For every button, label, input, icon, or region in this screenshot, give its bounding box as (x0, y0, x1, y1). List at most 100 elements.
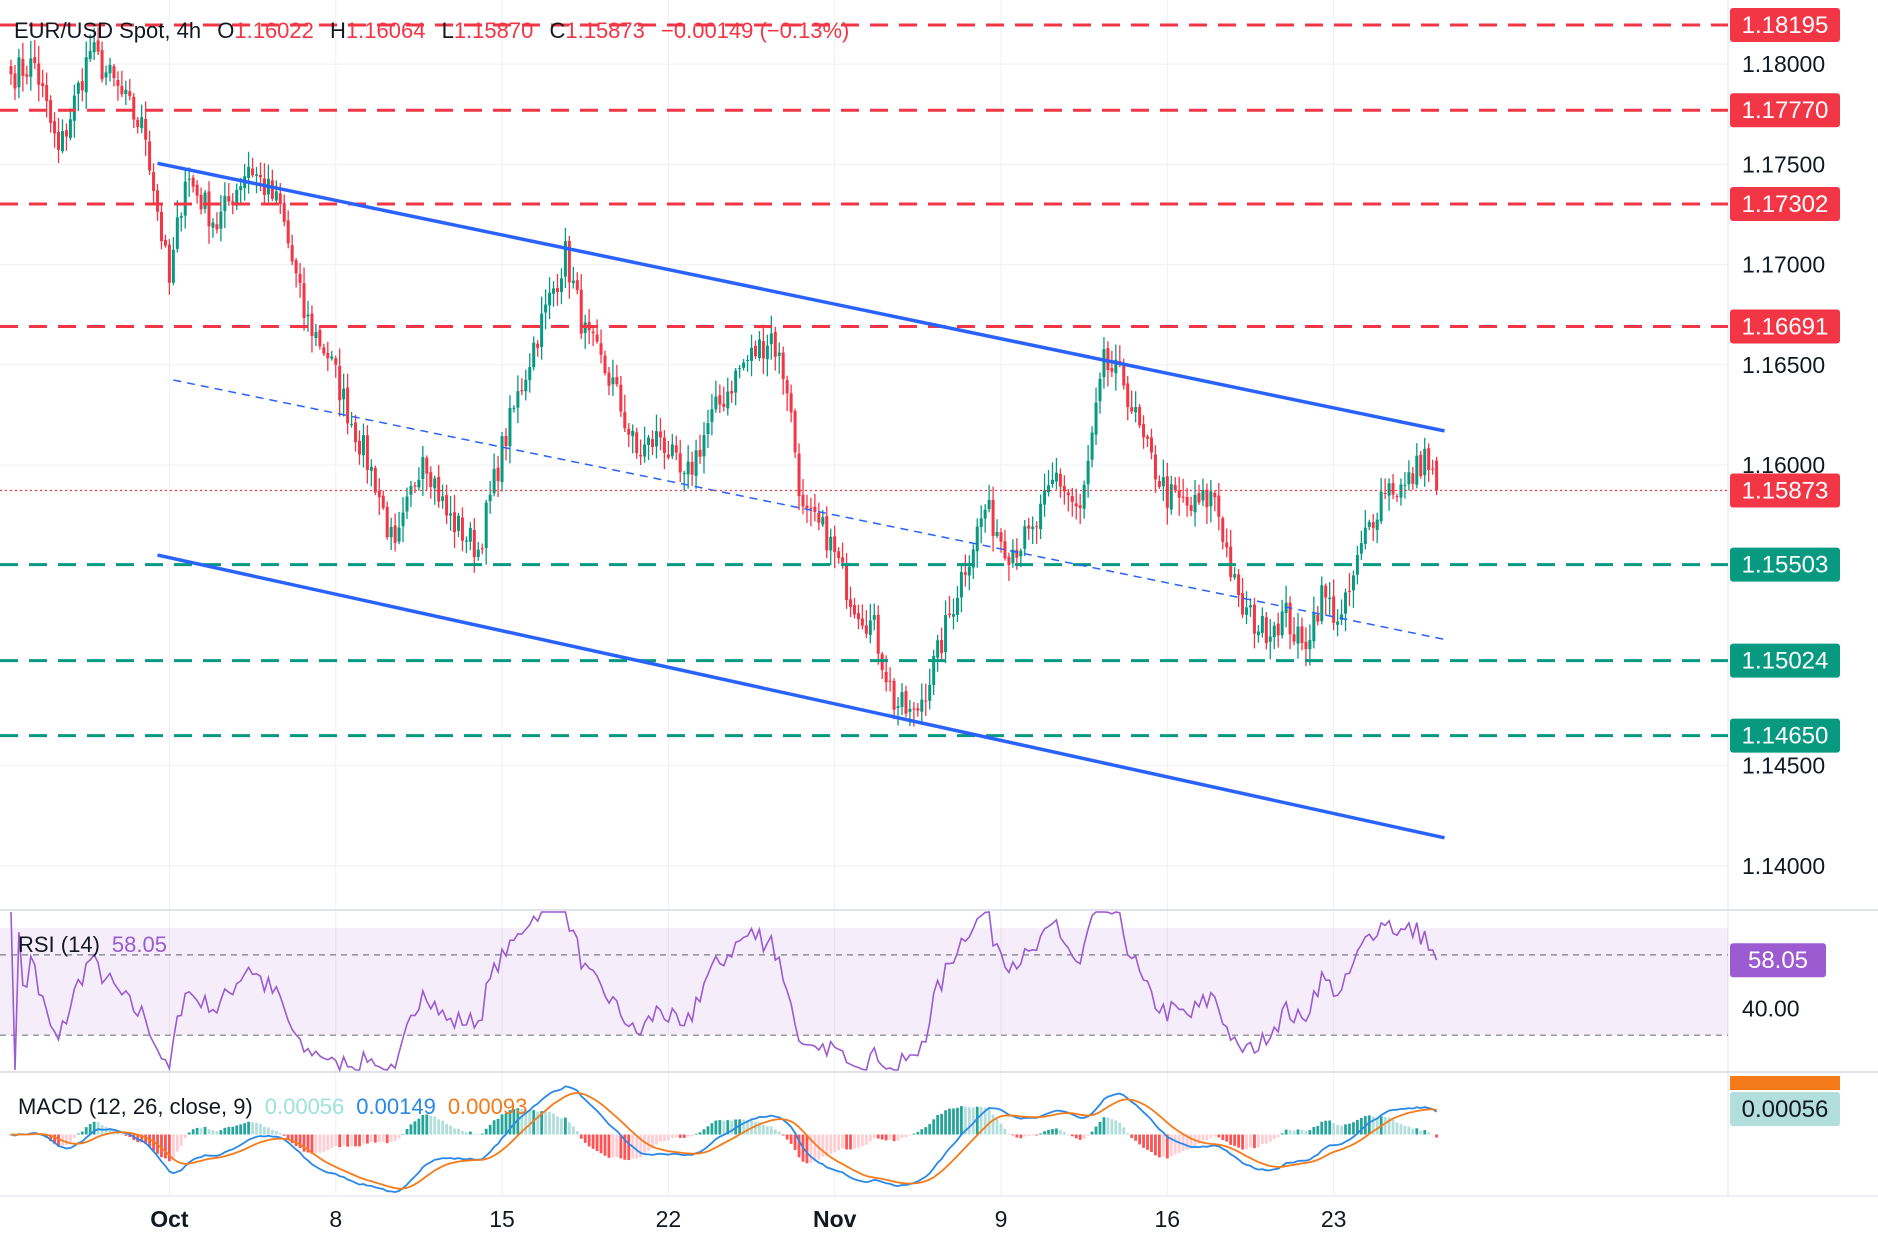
candle-body (460, 517, 464, 541)
macd-hist-bar (92, 1121, 96, 1135)
candle-body (1102, 349, 1106, 378)
candle-body (1165, 476, 1169, 508)
candle-body (1233, 574, 1237, 578)
candle-body (1229, 546, 1233, 578)
macd-hist-bar (825, 1134, 829, 1157)
macd-hist-bar (243, 1123, 247, 1135)
macd-hist-bar (1062, 1131, 1066, 1135)
macd-hist-bar (571, 1126, 575, 1135)
candle-body (37, 63, 41, 85)
candle-body (896, 706, 900, 708)
macd-hist-bar (1011, 1134, 1015, 1136)
macd-hist-bar (1090, 1131, 1094, 1135)
macd-hist-bar (1344, 1124, 1347, 1135)
candle-body (900, 692, 904, 707)
candle-body (619, 384, 623, 412)
interval[interactable]: 4h (176, 18, 202, 43)
candle-body (1347, 590, 1351, 592)
candle-body (690, 461, 694, 475)
candle-body (1149, 437, 1153, 453)
macd-hist-bar (366, 1134, 369, 1144)
candle-body (718, 395, 722, 405)
macd-hist-bar (1138, 1134, 1141, 1145)
macd-hist-bar (449, 1125, 452, 1135)
macd-hist-bar (1185, 1134, 1189, 1150)
macd-hist-bar (175, 1134, 179, 1152)
macd-hist-bar (1336, 1124, 1339, 1135)
macd-hist-bar (465, 1132, 468, 1135)
candle-body (852, 605, 856, 615)
macd-hist-bar (1122, 1127, 1126, 1135)
macd-hist-bar (65, 1134, 68, 1146)
candle-body (191, 177, 195, 187)
macd-hist-bar (1059, 1129, 1062, 1135)
candle-body (175, 217, 179, 249)
candle-body (381, 495, 385, 508)
candle-body (207, 191, 211, 227)
macd-hist-bar (108, 1127, 112, 1135)
candle-body (60, 131, 64, 152)
candle-body (536, 343, 540, 348)
candle-body (112, 66, 116, 79)
candle-body (25, 74, 29, 77)
candle-body (13, 73, 17, 89)
macd-hist-bar (1276, 1134, 1280, 1138)
candle-body (639, 454, 643, 457)
candle-body (183, 181, 187, 216)
candle-body (1411, 473, 1415, 484)
macd-hist-bar (76, 1133, 80, 1135)
rsi-value-label: 58.05 (1748, 947, 1808, 974)
candle-body (916, 708, 920, 711)
macd-hist-bar (1169, 1134, 1173, 1157)
time-tick-label: 15 (489, 1206, 515, 1232)
candle-body (940, 639, 944, 654)
symbol-name[interactable]: EUR/USD Spot (14, 18, 165, 43)
macd-hist-bar (516, 1108, 520, 1135)
macd-hist-bar (742, 1119, 745, 1135)
macd-hist-bar (168, 1134, 171, 1162)
macd-hist-bar (643, 1134, 646, 1155)
macd-hist-bar (960, 1106, 963, 1135)
candle-body (239, 186, 243, 190)
macd-hist-bar (1328, 1120, 1332, 1135)
macd-hist-bar (956, 1107, 959, 1135)
candle-body (805, 505, 809, 509)
candle-body (401, 512, 405, 527)
macd-hist-bar (140, 1134, 144, 1143)
rsi-legend[interactable]: RSI (14) 58.05 (18, 932, 167, 958)
candle-body (1023, 526, 1027, 549)
candle-body (1126, 383, 1130, 408)
macd-hist-bar (528, 1110, 532, 1135)
macd-hist-bar (397, 1134, 401, 1139)
candle-body (904, 691, 908, 714)
candle-body (468, 528, 472, 542)
candle-body (413, 485, 417, 487)
candle-body (1142, 424, 1146, 438)
macd-hist-bar (136, 1134, 140, 1143)
candle-body (29, 58, 33, 77)
macd-hist-bar (346, 1134, 349, 1147)
candle-body (1098, 378, 1102, 402)
candle-body (658, 431, 662, 438)
macd-hist-bar (437, 1119, 441, 1135)
macd-hist-bar (1415, 1128, 1419, 1135)
macd-hist-bar (769, 1126, 773, 1135)
candle-body (80, 81, 84, 91)
candle-body (1197, 493, 1201, 503)
candle-body (1391, 483, 1395, 495)
macd-hist-bar (611, 1134, 615, 1158)
macd-hist-bar (1047, 1129, 1050, 1135)
macd-hist-bar (932, 1119, 936, 1135)
candle-body (1157, 480, 1161, 487)
macd-hist-bar (1070, 1134, 1074, 1137)
macd-legend[interactable]: MACD (12, 26, close, 9) 0.00056 0.00149 0.0… (18, 1094, 527, 1120)
macd-hist-bar (1241, 1134, 1244, 1150)
macd-hist-bar (1419, 1130, 1423, 1135)
macd-hist-bar (762, 1124, 765, 1135)
candle-body (698, 449, 702, 457)
candle-body (1308, 640, 1312, 650)
macd-hist-bar (1316, 1125, 1320, 1135)
candle-body (1134, 407, 1138, 413)
macd-hist-bar (548, 1112, 551, 1135)
